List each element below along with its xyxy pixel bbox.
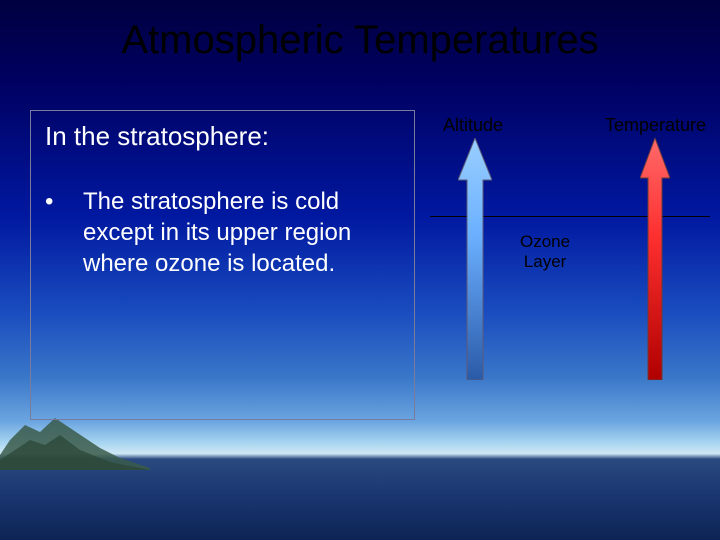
bullet-item: • The stratosphere is cold except in its…: [45, 186, 400, 280]
ozone-label-line2: Layer: [524, 252, 567, 271]
temperature-arrow: [640, 138, 670, 380]
slide-title: Atmospheric Temperatures: [0, 18, 720, 63]
bullet-mark: •: [45, 186, 83, 280]
altitude-arrow: [458, 138, 492, 380]
ozone-label: Ozone Layer: [520, 232, 570, 273]
subtitle: In the stratosphere:: [45, 121, 400, 152]
altitude-label: Altitude: [443, 115, 503, 136]
temperature-label: Temperature: [605, 115, 706, 136]
slide-background: Atmospheric Temperatures In the stratosp…: [0, 0, 720, 540]
ozone-label-line1: Ozone: [520, 232, 570, 251]
content-textbox: In the stratosphere: • The stratosphere …: [30, 110, 415, 420]
bullet-text: The stratosphere is cold except in its u…: [83, 186, 400, 280]
